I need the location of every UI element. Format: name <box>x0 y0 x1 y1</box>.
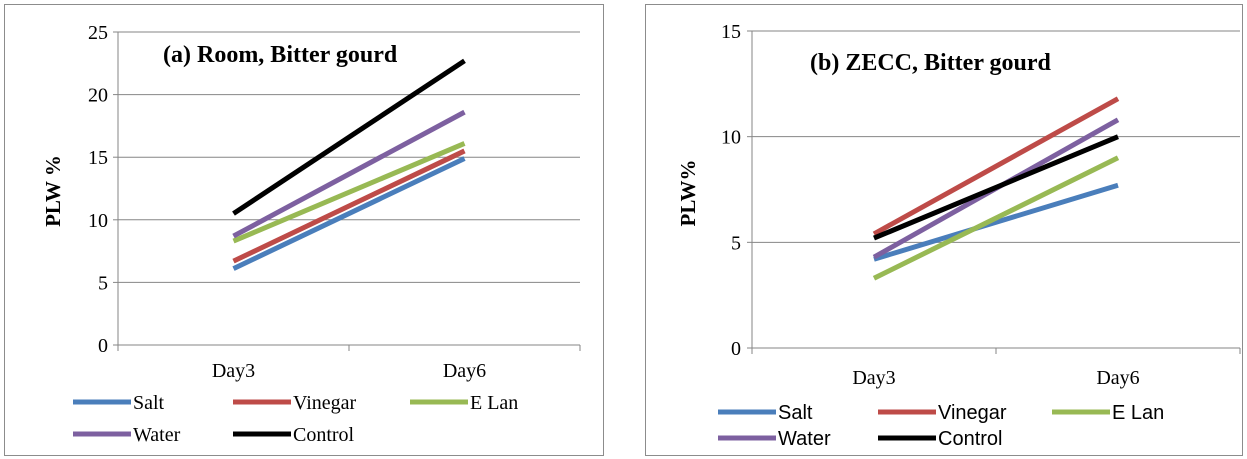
series-line-vinegar <box>232 148 466 264</box>
legend: Salt Vinegar E Lan Water Control <box>718 402 1164 450</box>
y-tick-label: 15 <box>721 21 741 43</box>
series-line-salt <box>232 156 466 271</box>
y-tick-label: 0 <box>731 338 741 360</box>
x-tick-labels: Day3 Day6 <box>212 360 486 382</box>
grid-lines <box>752 30 1240 243</box>
series-lines <box>232 58 466 271</box>
y-axis-label: PLW % <box>41 155 65 227</box>
x-tick-label: Day3 <box>852 367 895 389</box>
legend-label: Water <box>778 428 831 450</box>
y-tick-label: 0 <box>98 335 108 357</box>
chart-title: (a) Room, Bitter gourd <box>163 42 398 68</box>
y-tick-label: 10 <box>721 127 741 149</box>
y-tick-labels: 0 5 10 15 20 25 <box>88 22 108 357</box>
grid-lines <box>118 31 580 283</box>
series-line-e-lan <box>872 155 1120 281</box>
legend-label: Water <box>133 424 181 446</box>
y-tick-label: 20 <box>88 85 108 107</box>
y-tick-label: 5 <box>98 272 108 294</box>
legend-label: Control <box>293 424 355 446</box>
y-tick-label: 25 <box>88 22 108 44</box>
x-tick-labels: Day3 Day6 <box>852 367 1139 389</box>
x-tick-label: Day6 <box>1096 367 1139 389</box>
series-line-salt <box>873 182 1119 262</box>
series-line-control <box>232 58 466 216</box>
chart-zecc-svg: 0 5 10 15 Day3 Day6 (b) ZECC, Bitter gourd P… <box>676 21 1241 450</box>
chart-title: (b) ZECC, Bitter gourd <box>810 50 1052 76</box>
series-line-vinegar <box>872 96 1120 237</box>
series-line-water <box>232 109 466 239</box>
legend-label: Vinegar <box>938 402 1007 424</box>
axes <box>747 30 1241 354</box>
legend-label: Control <box>938 428 1002 450</box>
y-tick-label: 15 <box>88 147 108 169</box>
chart-panel-room: 0 5 10 15 20 25 Day3 Day6 (a) Room, Bitter gou… <box>4 4 604 456</box>
series-line-e-lan <box>232 141 466 244</box>
y-axis-label: PLW% <box>676 160 700 227</box>
legend-label: Salt <box>778 402 813 424</box>
legend-label: E Lan <box>1112 402 1164 424</box>
y-tick-label: 10 <box>88 210 108 232</box>
legend-label: Salt <box>133 392 165 414</box>
chart-room-svg: 0 5 10 15 20 25 Day3 Day6 (a) Room, Bitter gou… <box>41 22 581 446</box>
y-tick-labels: 0 5 10 15 <box>721 21 741 360</box>
x-tick-label: Day6 <box>443 360 486 382</box>
x-tick-label: Day3 <box>212 360 255 382</box>
legend-label: Vinegar <box>293 392 357 414</box>
series-lines <box>872 96 1120 281</box>
legend-label: E Lan <box>470 392 518 414</box>
legend: Salt Vinegar E Lan Water Control <box>73 392 518 446</box>
chart-panel-zecc: 0 5 10 15 Day3 Day6 (b) ZECC, Bitter gourd P… <box>645 4 1243 456</box>
y-tick-label: 5 <box>731 232 741 254</box>
axes <box>113 31 581 351</box>
series-line-control <box>873 134 1119 241</box>
